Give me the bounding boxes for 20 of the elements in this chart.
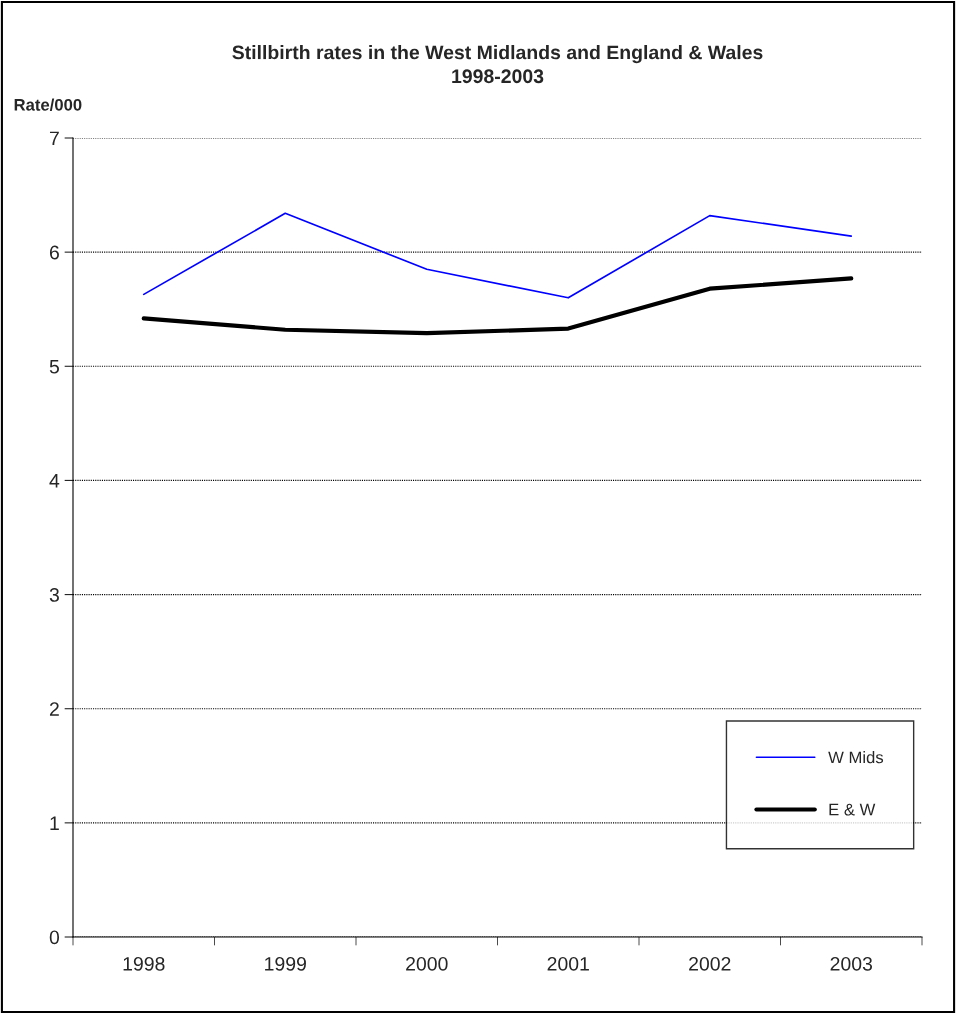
y-tick-label: 6	[49, 245, 59, 260]
x-tick-label: 2001	[547, 956, 589, 971]
x-tick-label: 2003	[830, 956, 873, 971]
x-tick-label: 1999	[265, 956, 306, 971]
x-tick-label: 2000	[406, 956, 448, 971]
x-tick-label: 2002	[689, 956, 731, 971]
legend-label: E & W	[829, 803, 876, 816]
y-tick-label: 1	[50, 816, 59, 830]
chart-title: Stillbirth rates in the West Midlands and England & Wales 1998-2003	[232, 45, 763, 84]
line-series	[141, 276, 854, 336]
y-tick-label: 5	[49, 359, 59, 374]
x-tick-label: 1998	[123, 956, 165, 971]
y-tick-label: 4	[49, 474, 60, 488]
line-series	[142, 212, 853, 299]
y-axis-title: Rate/000	[14, 98, 82, 111]
y-tick-label: 3	[49, 588, 59, 602]
y-tick-label: 0	[49, 930, 60, 945]
y-tick-label: 2	[49, 702, 59, 716]
y-tick-label: 7	[49, 131, 59, 146]
legend-label: W Mids	[828, 751, 884, 764]
